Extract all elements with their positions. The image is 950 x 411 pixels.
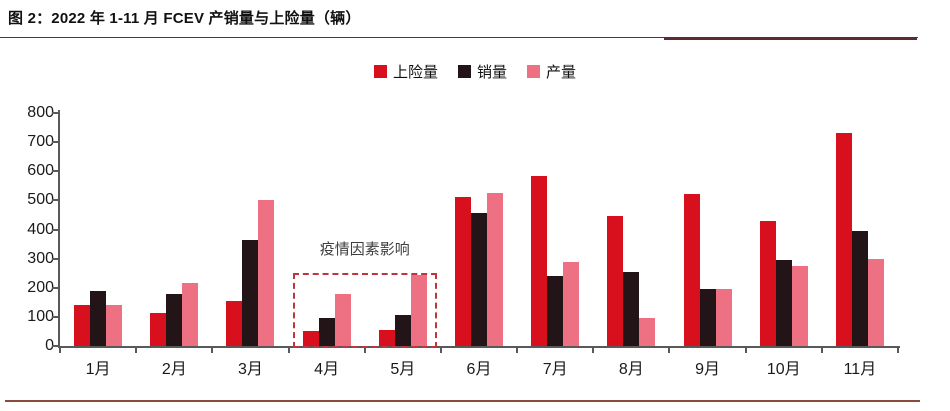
bar-销量-8月 bbox=[623, 272, 640, 346]
covid-impact-label: 疫情因素影响 bbox=[319, 241, 410, 259]
bar-上险量-6月 bbox=[455, 197, 471, 346]
bar-销量-11月 bbox=[851, 230, 868, 346]
y-tick-mark bbox=[52, 257, 58, 260]
bar-产量-3月 bbox=[258, 200, 275, 346]
y-tick-label: 200 bbox=[27, 278, 54, 296]
y-tick-label: 0 bbox=[45, 337, 54, 354]
y-tick-label: 600 bbox=[27, 162, 54, 180]
x-category-label: 6月 bbox=[466, 361, 492, 378]
bar-上险量-7月 bbox=[531, 176, 548, 346]
bar-销量-5月 bbox=[394, 315, 411, 346]
bar-销量-6月 bbox=[471, 213, 487, 346]
y-tick-mark bbox=[52, 199, 58, 202]
x-category-label: 4月 bbox=[314, 361, 340, 378]
bar-产量-4月 bbox=[334, 294, 351, 346]
figure-title: 图 2：2022 年 1-11 月 FCEV 产销量与上险量（辆） bbox=[8, 10, 361, 27]
y-tick-label: 300 bbox=[27, 249, 54, 267]
title-underline-accent bbox=[664, 37, 917, 40]
covid-impact-box bbox=[292, 273, 437, 348]
bar-上险量-5月 bbox=[378, 329, 395, 346]
x-category-label: 3月 bbox=[238, 361, 263, 378]
y-tick-label: 500 bbox=[27, 191, 54, 209]
x-tick-mark bbox=[592, 348, 595, 353]
x-category-label: 8月 bbox=[618, 361, 644, 378]
bar-产量-9月 bbox=[715, 288, 732, 346]
legend-label: 上险量 bbox=[392, 63, 438, 81]
x-category-label: 11月 bbox=[843, 361, 877, 378]
x-tick-mark bbox=[820, 348, 823, 353]
y-tick-mark bbox=[52, 228, 58, 231]
bar-产量-7月 bbox=[563, 261, 580, 346]
bar-产量-8月 bbox=[639, 318, 656, 346]
x-tick-mark bbox=[59, 348, 61, 353]
y-tick-label: 400 bbox=[27, 220, 54, 238]
x-tick-mark bbox=[516, 348, 519, 353]
legend-item-0: 上险量 bbox=[373, 61, 438, 82]
bar-产量-1月 bbox=[106, 305, 123, 346]
x-axis bbox=[58, 346, 900, 348]
bar-销量-2月 bbox=[166, 294, 183, 346]
bar-上险量-1月 bbox=[74, 305, 91, 346]
bar-产量-6月 bbox=[487, 193, 503, 346]
y-tick-mark bbox=[52, 141, 58, 144]
y-tick-mark bbox=[52, 315, 58, 318]
x-tick-mark bbox=[211, 348, 214, 353]
x-category-label: 9月 bbox=[695, 361, 720, 378]
x-tick-mark bbox=[135, 348, 138, 353]
legend-swatch-icon bbox=[373, 64, 387, 78]
bar-上险量-11月 bbox=[835, 133, 852, 346]
bar-产量-11月 bbox=[867, 259, 884, 346]
x-tick-mark bbox=[363, 348, 366, 353]
y-tick-mark bbox=[52, 112, 58, 114]
x-category-label: 7月 bbox=[542, 361, 568, 378]
bar-销量-4月 bbox=[318, 318, 335, 346]
x-category-label: 5月 bbox=[390, 361, 416, 378]
x-tick-mark bbox=[897, 348, 899, 353]
bottom-rule bbox=[5, 400, 920, 402]
bar-销量-10月 bbox=[775, 260, 792, 346]
y-tick-label: 800 bbox=[27, 104, 54, 121]
y-tick-mark bbox=[52, 286, 58, 289]
bar-销量-9月 bbox=[699, 288, 716, 346]
y-tick-mark bbox=[52, 170, 58, 173]
bar-上险量-2月 bbox=[150, 312, 167, 346]
bar-产量-10月 bbox=[791, 265, 808, 346]
bar-产量-2月 bbox=[182, 283, 199, 346]
y-axis bbox=[58, 110, 60, 348]
x-tick-mark bbox=[287, 348, 290, 353]
legend-swatch-icon bbox=[457, 64, 471, 78]
legend-item-2: 产量 bbox=[527, 61, 576, 82]
title-underline bbox=[0, 37, 918, 38]
bar-上险量-10月 bbox=[759, 220, 776, 346]
x-tick-mark bbox=[744, 348, 747, 353]
bar-销量-1月 bbox=[90, 290, 107, 346]
y-tick-label: 100 bbox=[27, 307, 54, 325]
legend-item-1: 销量 bbox=[457, 61, 507, 82]
x-tick-mark bbox=[439, 348, 442, 353]
bar-上险量-9月 bbox=[683, 193, 700, 346]
legend-swatch-icon bbox=[527, 64, 540, 78]
chart-legend: 上险量 销量 产量 bbox=[0, 61, 950, 81]
bar-销量-3月 bbox=[242, 239, 259, 346]
bar-上险量-4月 bbox=[302, 331, 319, 346]
bar-销量-7月 bbox=[547, 276, 564, 346]
legend-label: 产量 bbox=[546, 63, 577, 81]
x-category-label: 1月 bbox=[85, 361, 111, 378]
y-tick-label: 700 bbox=[27, 133, 54, 151]
x-category-label: 10月 bbox=[766, 361, 801, 378]
bar-上险量-3月 bbox=[226, 300, 243, 346]
legend-label: 销量 bbox=[476, 63, 507, 81]
y-tick-mark bbox=[52, 345, 58, 347]
x-category-label: 2月 bbox=[161, 361, 187, 378]
bar-产量-5月 bbox=[410, 274, 427, 346]
bar-上险量-8月 bbox=[607, 216, 624, 346]
x-tick-mark bbox=[668, 348, 671, 353]
